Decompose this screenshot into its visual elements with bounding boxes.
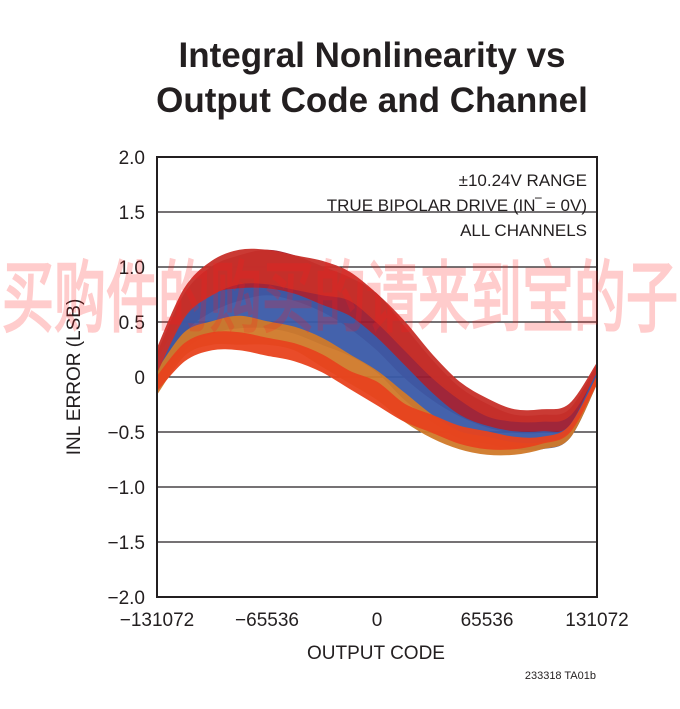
plot-frame: [156, 156, 598, 598]
x-tick-label: 65536: [461, 610, 514, 631]
y-axis-label: INL ERROR (LSB): [64, 299, 85, 456]
y-tick-label: −1.5: [107, 533, 145, 554]
annotation-drive: TRUE BIPOLAR DRIVE (IN‾ = 0V): [327, 196, 587, 215]
y-tick-label: 0.5: [119, 313, 145, 334]
x-tick-label: −131072: [120, 610, 195, 631]
y-tick-label: 0: [134, 368, 145, 389]
figure-id: 233318 TA01b: [525, 670, 596, 682]
y-tick-labels: 2.0 1.5 1.0 0.5 0 −0.5 −1.0 −1.5 −2.0: [107, 148, 145, 609]
x-tick-label: 131072: [565, 610, 628, 631]
x-tick-labels: −131072 −65536 0 65536 131072: [120, 610, 629, 631]
x-axis-label: OUTPUT CODE: [307, 643, 445, 664]
chart-title-line-1: Integral Nonlinearity vs: [178, 36, 565, 75]
x-tick-label: −65536: [235, 610, 299, 631]
y-tick-label: −2.0: [107, 588, 145, 609]
annotation-range: ±10.24V RANGE: [459, 171, 587, 190]
y-tick-label: 2.0: [119, 148, 145, 169]
watermark-text: 买购件的购买的请来到宝的子: [2, 254, 678, 344]
y-tick-label: 1.5: [119, 203, 145, 224]
chart-title-line-2: Output Code and Channel: [156, 81, 588, 120]
annotation-channels: ALL CHANNELS: [460, 221, 587, 240]
y-tick-label: −0.5: [107, 423, 145, 444]
x-tick-label: 0: [372, 610, 383, 631]
y-tick-label: −1.0: [107, 478, 145, 499]
y-tick-label: 1.0: [119, 258, 145, 279]
